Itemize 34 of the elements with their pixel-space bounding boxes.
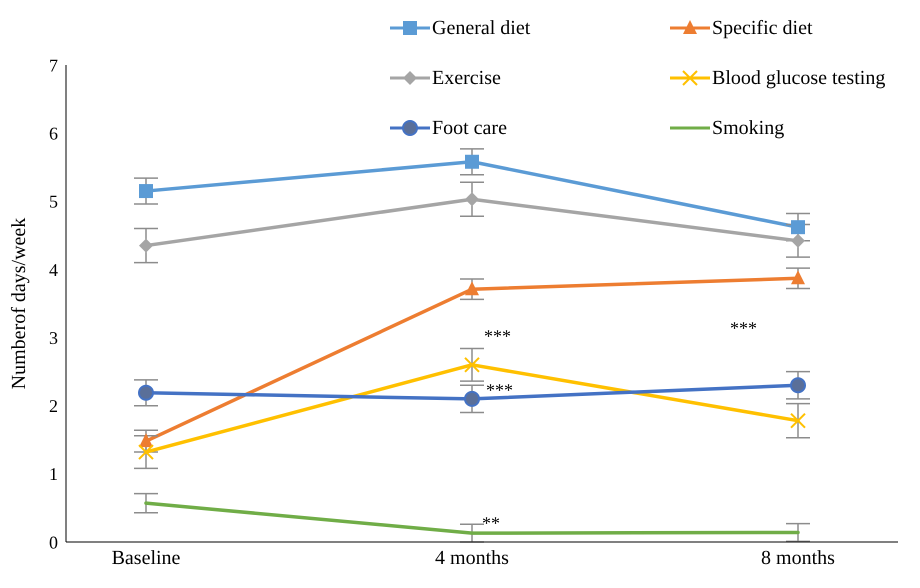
annotation: *** [484,326,511,347]
legend-label: General diet [432,16,530,40]
y-tick-label: 4 [49,260,58,280]
y-tick-label: 3 [49,328,58,348]
point [790,377,806,394]
legend-label: Blood glucose testing [712,66,886,90]
legend-label: Smoking [712,116,784,140]
x-tick-label: 8 months [761,547,836,570]
point [465,281,479,296]
point [791,220,805,234]
legend-label: Exercise [432,66,501,90]
annotation: ** [482,513,500,534]
point [791,270,805,284]
legend-label: Foot care [432,116,507,140]
point [465,192,479,206]
point [139,238,153,253]
y-tick-label: 2 [49,396,58,416]
point [139,184,153,198]
y-tick-label: 6 [49,124,58,144]
y-tick-label: 0 [49,532,58,552]
annotation: *** [486,380,513,401]
y-tick-label: 5 [49,192,58,212]
annotation: *** [730,318,757,339]
point [138,384,154,401]
y-axis-title: Numberof days/week [8,218,30,390]
point [791,234,805,248]
y-tick-label: 7 [49,55,58,76]
point [465,154,479,169]
x-tick-label: 4 months [435,547,510,570]
point [464,390,480,407]
legend-label: Specific diet [712,16,813,40]
y-tick-label: 1 [49,464,58,484]
x-tick-label: Baseline [112,547,181,570]
point [139,433,153,448]
